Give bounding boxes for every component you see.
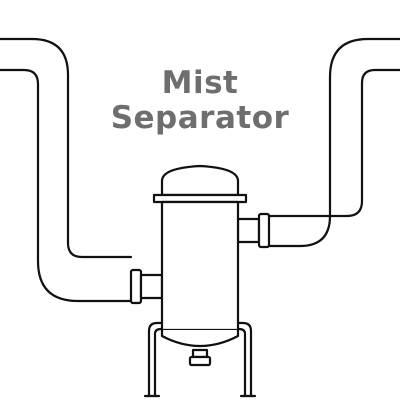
- title-line-1: Mist: [162, 65, 239, 101]
- outlet-flange-plate: [257, 212, 271, 249]
- outlet-flange: [236, 212, 271, 249]
- outline-group: [0, 37, 400, 398]
- inlet-flange: [129, 268, 164, 305]
- outlet-nozzle-stub: [236, 217, 261, 244]
- separator-vessel-icon: [152, 164, 248, 367]
- outlet-pipe-outer-wall: [265, 37, 400, 248]
- title-block: Mist Separator: [111, 65, 290, 136]
- vessel-body: [160, 200, 240, 332]
- inlet-flange-plate: [129, 268, 143, 305]
- inlet-pipe-outer-wall: [0, 37, 133, 259]
- title-line-2: Separator: [111, 100, 290, 136]
- drain-cap: [188, 355, 212, 367]
- support-leg-right: [236, 321, 253, 398]
- outlet-pipe-inner-wall: [265, 68, 400, 218]
- inlet-pipe-left: [0, 37, 133, 303]
- vessel-top-head: [160, 164, 240, 197]
- support-leg-icon: [143, 321, 257, 398]
- support-leg-left: [147, 321, 164, 398]
- inlet-nozzle-stub: [139, 273, 164, 300]
- vessel-bottom-head: [160, 328, 240, 348]
- outlet-pipe-right: [265, 37, 400, 248]
- inlet-pipe-inner-wall: [0, 68, 133, 303]
